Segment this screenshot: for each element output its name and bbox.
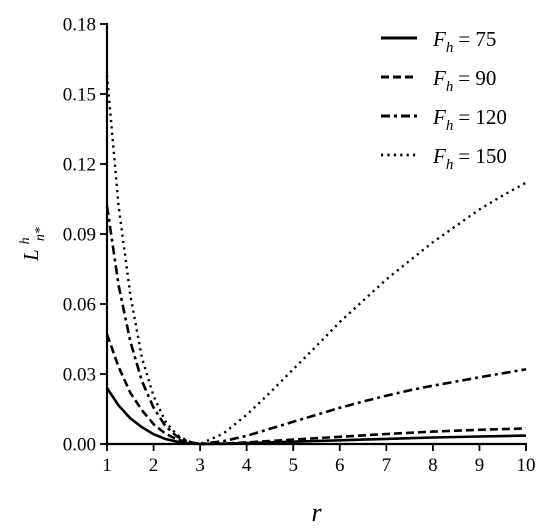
svg-text:L h n*: L h n* [10, 227, 48, 262]
y-tick-label: 0.09 [63, 225, 96, 246]
y-tick-label: 0.18 [63, 15, 96, 36]
series-layer [105, 75, 527, 446]
legend-label-base: F [432, 27, 446, 51]
legend-label-sub: h [446, 40, 454, 56]
legend-label-value: = 150 [458, 144, 507, 168]
x-tick-label: 10 [517, 455, 536, 476]
y-axis-title-sub: n* [33, 227, 48, 241]
legend-label-base: F [432, 105, 446, 129]
x-tick-label: 3 [195, 455, 205, 476]
legend-label-base: F [432, 144, 446, 168]
x-tick-label: 4 [242, 455, 252, 476]
y-axis-ticks: 0.00 0.03 0.06 0.09 0.12 0.15 0.18 [63, 15, 107, 456]
series-line-4 [105, 75, 527, 446]
series-line-3 [105, 205, 527, 446]
x-tick-label: 1 [102, 455, 112, 476]
x-axis-title: r [311, 498, 322, 527]
legend-label-sub: h [446, 157, 454, 173]
y-tick-label: 0.12 [63, 155, 96, 176]
x-tick-label: 6 [335, 455, 345, 476]
legend-label-base: F [432, 66, 446, 90]
legend-label-sub: h [446, 79, 454, 95]
y-axis-title: L h n* [10, 227, 48, 262]
legend-label-value: = 90 [458, 66, 496, 90]
y-tick-label: 0.15 [63, 85, 96, 106]
x-tick-label: 8 [428, 455, 438, 476]
y-tick-label: 0.03 [63, 365, 96, 386]
legend-label: Fh = 120 [432, 105, 507, 134]
series-line-2 [105, 333, 527, 446]
legend-label-value: = 120 [458, 105, 507, 129]
x-tick-label: 5 [288, 455, 298, 476]
y-tick-label: 0.00 [63, 435, 96, 456]
y-tick-label: 0.06 [63, 295, 96, 316]
legend-label-value: = 75 [458, 27, 496, 51]
x-tick-label: 9 [475, 455, 485, 476]
y-axis-title-sup: h [18, 237, 33, 244]
legend-label: Fh = 150 [432, 144, 507, 173]
legend-label: Fh = 90 [432, 66, 496, 95]
legend-label: Fh = 75 [432, 27, 496, 56]
x-tick-label: 2 [149, 455, 159, 476]
x-axis-ticks: 1 2 3 4 5 6 7 8 9 10 [102, 444, 536, 476]
series-line-1 [105, 387, 527, 446]
y-axis-title-base: L [19, 250, 43, 262]
legend-label-sub: h [446, 118, 454, 134]
x-tick-label: 7 [382, 455, 392, 476]
